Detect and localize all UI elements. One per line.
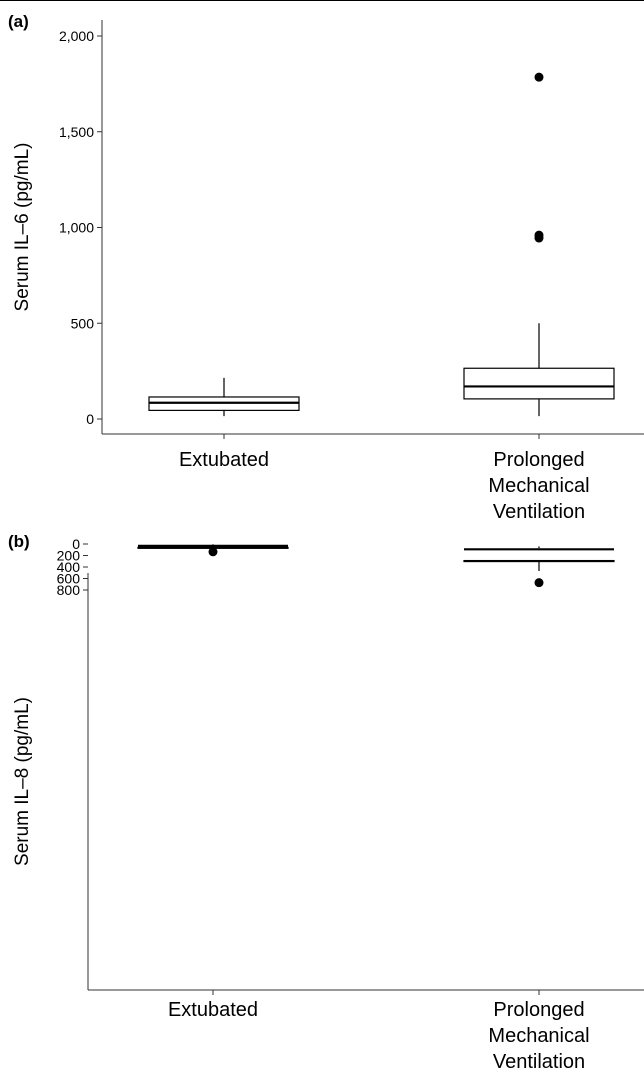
y-tick-label: 200 (57, 548, 81, 564)
y-tick-label: 600 (57, 571, 81, 587)
x-tick-label: Extubated (168, 999, 258, 1021)
top-rule (0, 0, 644, 1)
y-tick-label: 2,000 (59, 28, 94, 44)
y-tick-label: 1,000 (59, 220, 94, 236)
y-tick-label: 0 (72, 536, 80, 552)
x-tick-label: Prolonged (493, 449, 584, 471)
outlier-point (534, 578, 544, 588)
panel-a-label: (a) (8, 12, 29, 31)
panel-a-boxplot: 0 500 1,000 1,500 2,000 Serum IL–6 (pg/mL) Ext… (12, 20, 644, 523)
y-tick-label: 500 (71, 315, 95, 331)
outlier-point (208, 547, 218, 557)
outlier-point (534, 233, 544, 243)
x-tick-label: Ventilation (493, 1051, 585, 1071)
y-axis-label: Serum IL–8 (pg/mL) (12, 697, 33, 866)
x-tick-label: Extubated (179, 449, 269, 471)
x-tick-label: Ventilation (493, 501, 585, 523)
x-tick-label: Prolonged (493, 999, 584, 1021)
y-tick-label: 400 (57, 559, 81, 575)
x-tick-label: Mechanical (488, 475, 589, 497)
y-axis-label: Serum IL–6 (pg/mL) (12, 143, 33, 312)
x-tick-label: Mechanical (488, 1025, 589, 1047)
y-tick-label: 0 (86, 411, 94, 427)
y-tick-label: 800 (57, 582, 81, 598)
outlier-point (534, 72, 544, 82)
iqr-box (463, 559, 615, 563)
panel-b-label: (b) (8, 532, 30, 551)
iqr-box (463, 367, 615, 400)
y-tick-label: 1,500 (59, 124, 94, 140)
